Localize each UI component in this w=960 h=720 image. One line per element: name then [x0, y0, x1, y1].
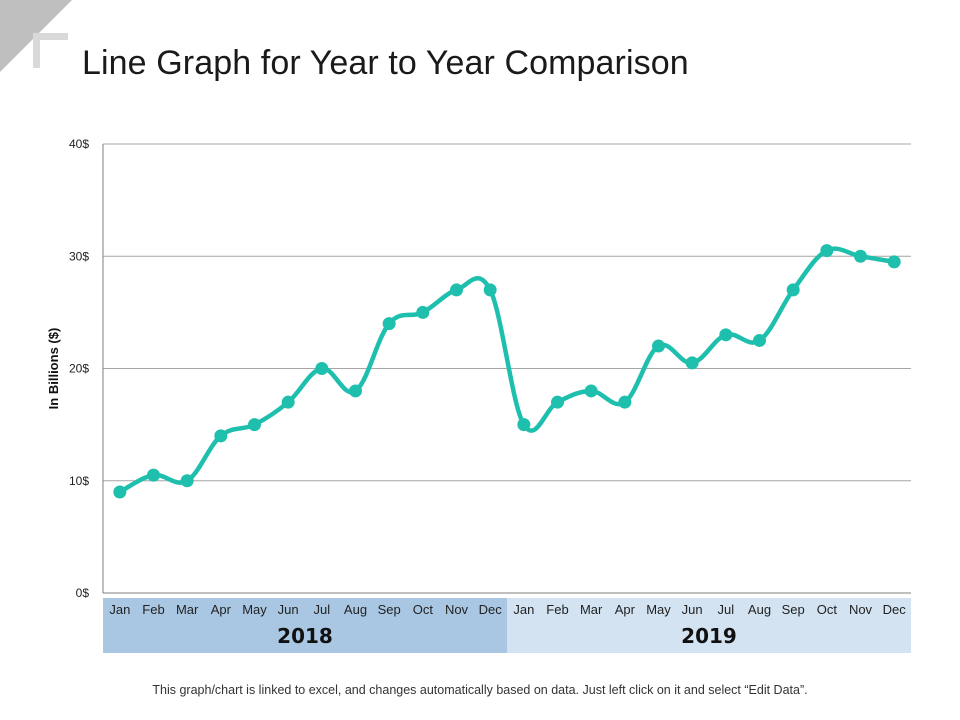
- data-point: [786, 283, 800, 297]
- x-tick-label: Feb: [142, 602, 164, 617]
- x-tick-label: Sep: [782, 602, 805, 617]
- data-point: [147, 468, 160, 482]
- data-point: [652, 339, 665, 353]
- x-tick-label: Apr: [615, 602, 636, 617]
- x-tick-label: Apr: [211, 602, 232, 617]
- x-tick-label: Dec: [479, 602, 503, 617]
- data-point: [416, 305, 430, 319]
- x-tick-label: Aug: [748, 602, 771, 617]
- year-band-2019: [507, 598, 911, 653]
- x-tick-label: Nov: [445, 602, 469, 617]
- data-point: [113, 485, 127, 499]
- footnote-text: This graph/chart is linked to excel, and…: [152, 683, 808, 697]
- data-point: [820, 244, 834, 258]
- x-tick-label: Aug: [344, 602, 367, 617]
- data-point: [180, 474, 194, 488]
- data-point: [685, 356, 699, 370]
- y-tick-label: 30$: [69, 249, 89, 263]
- corner-decoration: [0, 0, 72, 72]
- data-point: [214, 429, 228, 443]
- year-label: 2019: [681, 624, 737, 648]
- x-tick-label: Feb: [546, 602, 568, 617]
- y-tick-label: 0$: [76, 586, 90, 600]
- data-point: [349, 384, 362, 398]
- x-tick-label: Oct: [413, 602, 434, 617]
- data-point: [382, 317, 396, 331]
- x-tick-label: Jan: [109, 602, 130, 617]
- x-tick-label: Jul: [718, 602, 735, 617]
- y-axis-title: In Billions ($): [46, 328, 61, 410]
- data-point: [483, 283, 497, 297]
- x-tick-label: May: [646, 602, 671, 617]
- y-tick-label: 20$: [69, 362, 89, 376]
- x-tick-label: Mar: [176, 602, 199, 617]
- data-point: [887, 255, 901, 269]
- year-band-2018: [103, 598, 507, 653]
- x-tick-label: Jun: [278, 602, 299, 617]
- data-point: [248, 418, 261, 432]
- x-tick-label: Mar: [580, 602, 603, 617]
- data-point: [719, 328, 733, 342]
- x-tick-label: Jan: [513, 602, 534, 617]
- y-tick-label: 10$: [69, 474, 89, 488]
- x-tick-label: Nov: [849, 602, 873, 617]
- x-tick-label: Jun: [682, 602, 703, 617]
- data-point: [551, 395, 564, 409]
- series-line: [117, 246, 897, 495]
- data-point: [618, 395, 632, 409]
- data-point: [753, 333, 766, 347]
- y-tick-label: 40$: [69, 137, 89, 151]
- x-tick-label: Sep: [378, 602, 401, 617]
- x-tick-label: Oct: [817, 602, 838, 617]
- data-point: [584, 384, 598, 398]
- corner-chevron-light: [33, 33, 68, 68]
- data-point: [450, 283, 463, 297]
- x-tick-label: May: [242, 602, 267, 617]
- x-tick-label: Dec: [883, 602, 907, 617]
- data-point: [281, 395, 295, 409]
- data-point: [315, 362, 329, 375]
- page-title: Line Graph for Year to Year Comparison: [82, 44, 689, 82]
- data-point: [854, 249, 867, 263]
- data-point: [517, 418, 531, 432]
- x-tick-label: Jul: [314, 602, 331, 617]
- year-label: 2018: [277, 624, 333, 648]
